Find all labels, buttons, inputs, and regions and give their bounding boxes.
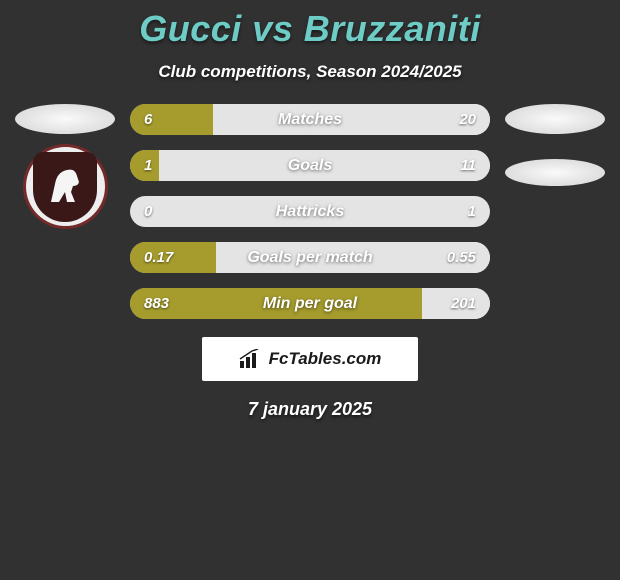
footer-brand-text: FcTables.com xyxy=(269,349,382,369)
date-label: 7 january 2025 xyxy=(0,399,620,420)
left-side xyxy=(10,104,120,319)
stat-row: 620Matches xyxy=(130,104,490,135)
stat-label: Goals xyxy=(130,150,490,181)
right-side xyxy=(500,104,610,319)
stat-label: Goals per match xyxy=(130,242,490,273)
page-subtitle: Club competitions, Season 2024/2025 xyxy=(0,62,620,82)
comparison-content: 620Matches 111Goals 01Hattricks 0.170.55Goa… xyxy=(0,104,620,319)
bar-chart-icon xyxy=(239,349,261,369)
horse-icon xyxy=(45,162,85,206)
stat-row: 0.170.55Goals per match xyxy=(130,242,490,273)
stat-row: 111Goals xyxy=(130,150,490,181)
stat-bars: 620Matches 111Goals 01Hattricks 0.170.55Goa… xyxy=(130,104,490,319)
stat-label: Hattricks xyxy=(130,196,490,227)
footer-brand[interactable]: FcTables.com xyxy=(202,337,418,381)
page-title: Gucci vs Bruzzaniti xyxy=(0,0,620,50)
player-photo-placeholder-left xyxy=(15,104,115,134)
stat-row: 883201Min per goal xyxy=(130,288,490,319)
stat-label: Matches xyxy=(130,104,490,135)
stat-row: 01Hattricks xyxy=(130,196,490,227)
team-crest-left xyxy=(23,144,108,229)
team-crest-placeholder-right xyxy=(505,159,605,186)
crest-shield-icon xyxy=(33,152,97,222)
player-photo-placeholder-right xyxy=(505,104,605,134)
stat-label: Min per goal xyxy=(130,288,490,319)
